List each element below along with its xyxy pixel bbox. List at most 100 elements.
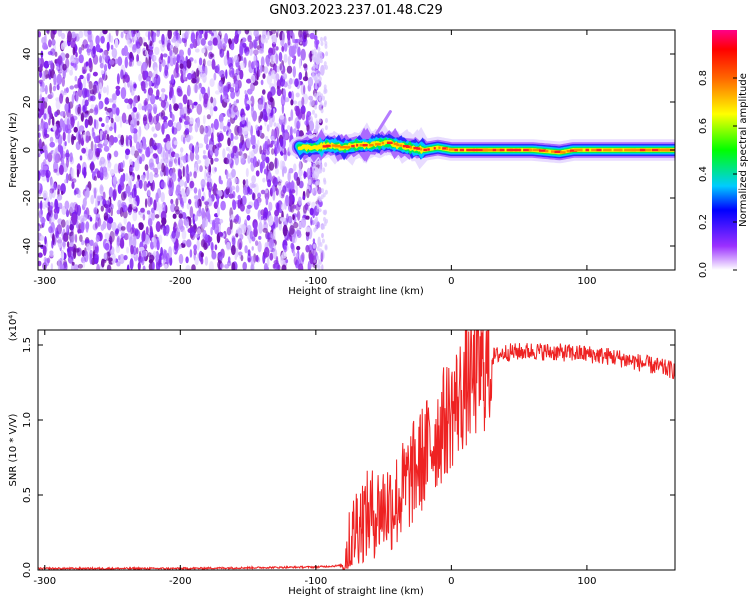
noise-speck [114, 122, 117, 134]
noise-speck [74, 233, 78, 243]
noise-speck [102, 50, 108, 60]
colorbar-tick-label: 0.2 [698, 214, 709, 230]
noise-speck [136, 120, 140, 126]
noise-speck [289, 77, 293, 85]
signal-core [459, 148, 465, 152]
noise-speck [193, 171, 197, 179]
noise-speck [45, 74, 51, 79]
noise-speck [59, 145, 64, 156]
noise-speck [260, 209, 265, 216]
noise-speck [296, 210, 301, 221]
noise-speck [124, 74, 130, 83]
signal-core [580, 148, 583, 152]
noise-speck [300, 48, 306, 61]
noise-speck [143, 116, 147, 122]
noise-speck [107, 159, 111, 172]
y-tick-label: 0 [22, 147, 33, 153]
noise-speck [124, 98, 130, 104]
noise-speck [137, 174, 140, 180]
noise-speck [235, 233, 239, 238]
noise-speck [156, 31, 160, 38]
signal-core [396, 143, 400, 147]
noise-speck [196, 159, 202, 164]
noise-speck [247, 249, 251, 257]
noise-speck [70, 58, 76, 64]
noise-speck [290, 99, 294, 106]
noise-speck [172, 213, 177, 219]
noise-speck [185, 264, 191, 270]
noise-speck [106, 85, 109, 96]
noise-speck [309, 207, 314, 216]
noise-speck [108, 257, 113, 262]
noise-speck [142, 265, 146, 270]
noise-speck [246, 100, 252, 105]
signal-core [499, 148, 505, 152]
noise-speck [111, 103, 117, 115]
noise-speck [62, 240, 66, 248]
noise-speck [154, 95, 160, 100]
signal-core [359, 144, 366, 147]
noise-speck [162, 116, 168, 121]
noise-speck [292, 204, 297, 209]
noise-speck [65, 96, 70, 105]
snr-y-ticks: 0.0 0.5 1.0 1.5 [22, 337, 675, 578]
noise-speck [314, 92, 318, 98]
noise-speck [100, 205, 105, 212]
noise-speck [249, 230, 254, 240]
noise-speck [172, 94, 176, 105]
noise-speck [271, 34, 278, 45]
noise-speck [106, 218, 112, 231]
noise-speck [70, 31, 76, 39]
noise-speck [38, 170, 41, 182]
noise-speck [204, 169, 207, 181]
noise-speck [73, 126, 78, 133]
noise-speck [247, 257, 251, 262]
noise-speck [239, 142, 243, 149]
noise-speck [311, 188, 315, 194]
noise-speck [54, 211, 58, 220]
noise-speck [234, 80, 239, 92]
noise-speck [126, 246, 130, 254]
noise-speck [241, 195, 247, 206]
noise-speck [95, 234, 100, 243]
noise-speck [96, 263, 100, 270]
noise-speck [48, 109, 53, 120]
noise-speck [319, 101, 323, 107]
noise-speck [147, 70, 153, 79]
noise-speck [93, 253, 99, 265]
noise-speck [168, 177, 173, 188]
noise-speck [59, 264, 65, 270]
noise-speck [226, 226, 232, 236]
noise-speck [71, 213, 78, 226]
noise-speck [316, 78, 320, 84]
noise-speck [196, 103, 203, 115]
noise-speck [52, 85, 57, 92]
noise-speck [193, 244, 198, 251]
noise-speck [153, 173, 159, 178]
noise-speck [185, 30, 190, 36]
noise-speck [122, 210, 128, 219]
noise-speck [169, 44, 173, 50]
x-tick-label: -200 [169, 576, 192, 587]
noise-speck [103, 139, 109, 145]
noise-speck [156, 240, 160, 251]
noise-speck [96, 194, 102, 202]
signal-core [639, 148, 646, 152]
noise-speck [225, 186, 230, 195]
noise-speck [42, 201, 46, 210]
noise-speck [38, 57, 41, 67]
noise-speck [252, 193, 256, 201]
noise-speck [319, 55, 323, 60]
noise-speck [146, 210, 151, 215]
noise-speck [186, 239, 192, 248]
noise-speck [69, 242, 74, 248]
noise-speck [208, 261, 214, 270]
noise-speck [102, 86, 107, 94]
noise-speck [202, 229, 207, 239]
noise-speck [73, 91, 76, 96]
noise-speck [274, 157, 278, 170]
noise-speck [184, 120, 189, 125]
noise-speck [126, 104, 131, 110]
noise-speck [246, 137, 251, 149]
signal-core [566, 150, 572, 153]
